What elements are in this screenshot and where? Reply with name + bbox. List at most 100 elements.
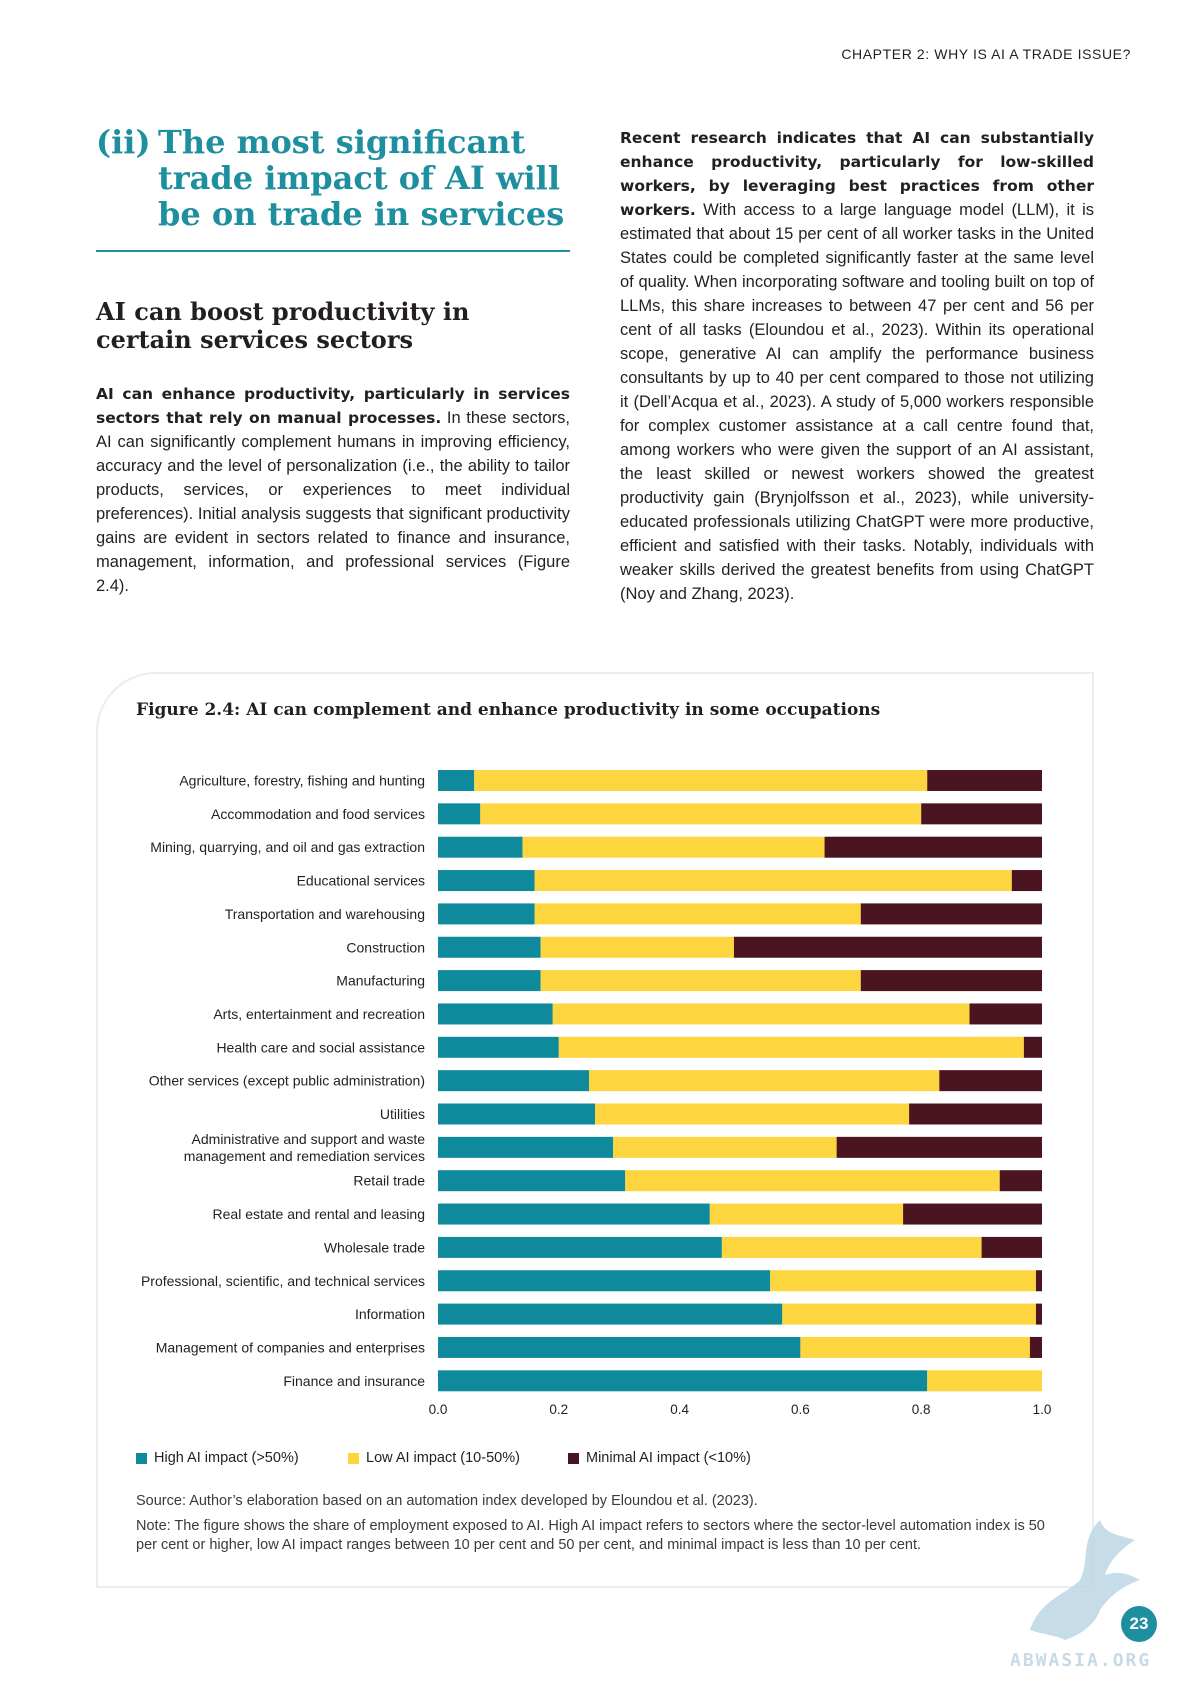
category-label: Wholesale trade [324, 1239, 425, 1255]
x-tick-label: 0.4 [670, 1402, 689, 1417]
bar-segment-high [438, 870, 535, 892]
bar-segment-minimal [969, 1003, 1042, 1025]
bar-segment-minimal [909, 1103, 1042, 1125]
bar-segment-minimal [939, 1070, 1042, 1092]
bar-segment-minimal [921, 803, 1042, 825]
category-label: Agriculture, forestry, fishing and hunti… [179, 773, 425, 789]
bar-segment-minimal [999, 1170, 1042, 1192]
bar-segment-high [438, 1303, 783, 1325]
bar-segment-minimal [1035, 1303, 1042, 1325]
bar-segment-low [782, 1303, 1036, 1325]
left-column: (ii) The most significant trade impact o… [96, 124, 570, 598]
category-label: Real estate and rental and leasing [213, 1206, 425, 1222]
figure-box [96, 672, 1094, 1588]
bird-watermark-icon [1030, 1520, 1140, 1640]
section-heading: (ii) The most significant trade impact o… [96, 124, 570, 232]
bar-segment-minimal [927, 770, 1042, 791]
figure-note: Note: The figure shows the share of empl… [136, 1518, 1045, 1553]
category-label: management and remediation services [184, 1148, 425, 1164]
bar-segment-high [438, 1070, 589, 1092]
bar-segment-high [438, 936, 541, 958]
category-label: Management of companies and enterprises [156, 1339, 425, 1355]
watermark-text: ABWASIA.ORG [1010, 1650, 1152, 1671]
chapter-header: CHAPTER 2: WHY IS AI A TRADE ISSUE? [841, 46, 1131, 62]
bar-segment-low [552, 1003, 970, 1025]
category-label: Arts, entertainment and recreation [213, 1006, 425, 1022]
bar-segment-minimal [1035, 1270, 1042, 1292]
category-label: Retail trade [353, 1173, 425, 1189]
category-label: Finance and insurance [283, 1373, 425, 1389]
bar-segment-low [721, 1236, 982, 1258]
bar-segment-minimal [1023, 1036, 1042, 1058]
category-label: Mining, quarrying, and oil and gas extra… [150, 839, 425, 855]
figure-source: Source: Author’s elaboration based on an… [136, 1493, 758, 1509]
bar-segment-low [589, 1070, 940, 1092]
category-label: Transportation and warehousing [225, 906, 425, 922]
bar-segment-high [438, 1336, 801, 1358]
bar-segment-low [540, 936, 734, 958]
bar-segment-minimal [860, 903, 1042, 925]
bar-segment-minimal [824, 836, 1042, 858]
left-paragraph-body: In these sectors, AI can significantly c… [96, 409, 570, 595]
bar-segment-high [438, 970, 541, 992]
chart-legend: High AI impact (>50%) Low AI impact (10-… [136, 1450, 751, 1466]
bar-segment-low [800, 1336, 1030, 1358]
bar-segment-low [534, 903, 861, 925]
bar-segment-high [438, 1136, 614, 1158]
right-paragraph: Recent research indicates that AI can su… [620, 126, 1094, 606]
category-label: Utilities [380, 1106, 425, 1122]
bar-segment-low [540, 970, 861, 992]
legend-swatch-high [136, 1452, 147, 1464]
page-number: 23 [1121, 1606, 1157, 1642]
bar-segment-low [927, 1370, 1042, 1392]
x-tick-label: 0.6 [791, 1402, 810, 1417]
x-tick-label: 0.0 [429, 1402, 448, 1417]
bar-segment-high [438, 836, 523, 858]
section-number: (ii) [96, 123, 151, 161]
bar-segment-high [438, 803, 481, 825]
bar-segment-high [438, 1370, 928, 1392]
subheading: AI can boost productivity in certain ser… [96, 297, 470, 354]
legend-item-high: High AI impact (>50%) [136, 1450, 348, 1466]
legend-label-low: Low AI impact (10-50%) [366, 1450, 520, 1466]
category-label: Information [355, 1306, 425, 1322]
x-tick-label: 1.0 [1033, 1402, 1052, 1417]
legend-swatch-low [348, 1452, 359, 1464]
bar-segment-low [474, 770, 928, 791]
bar-segment-low [625, 1170, 1000, 1192]
category-label: Accommodation and food services [211, 806, 425, 822]
bar-segment-low [770, 1270, 1036, 1292]
bar-segment-high [438, 770, 475, 791]
bar-segment-minimal [981, 1236, 1042, 1258]
category-label: Professional, scientific, and technical … [141, 1273, 425, 1289]
bar-segment-minimal [1011, 870, 1042, 892]
bar-segment-low [595, 1103, 910, 1125]
category-label: Manufacturing [336, 973, 425, 989]
bar-segment-high [438, 1103, 596, 1125]
legend-item-minimal: Minimal AI impact (<10%) [568, 1450, 751, 1466]
left-paragraph: AI can enhance productivity, particularl… [96, 382, 570, 598]
section-title: The most significant trade impact of AI … [158, 123, 565, 233]
bar-segment-minimal [903, 1203, 1042, 1225]
bar-segment-minimal [836, 1136, 1042, 1158]
bar-segment-high [438, 1236, 722, 1258]
left-paragraph-lead: AI can enhance productivity, particularl… [96, 385, 570, 427]
figure-title: Figure 2.4: AI can complement and enhanc… [136, 700, 881, 720]
category-label: Construction [346, 939, 425, 955]
x-tick-label: 0.2 [549, 1402, 568, 1417]
right-paragraph-lead: Recent research indicates that AI can su… [620, 129, 1094, 219]
bar-segment-minimal [860, 970, 1042, 992]
bar-segment-low [534, 870, 1012, 892]
bar-segment-minimal [1029, 1336, 1042, 1358]
legend-swatch-minimal [568, 1452, 579, 1464]
bar-segment-low [522, 836, 825, 858]
category-label: Educational services [297, 873, 425, 889]
category-label: Other services (except public administra… [149, 1073, 425, 1089]
bar-segment-high [438, 1270, 771, 1292]
bar-segment-high [438, 1203, 710, 1225]
bar-segment-high [438, 1170, 626, 1192]
bar-segment-high [438, 1036, 559, 1058]
bar-segment-minimal [733, 936, 1042, 958]
bar-segment-low [480, 803, 922, 825]
